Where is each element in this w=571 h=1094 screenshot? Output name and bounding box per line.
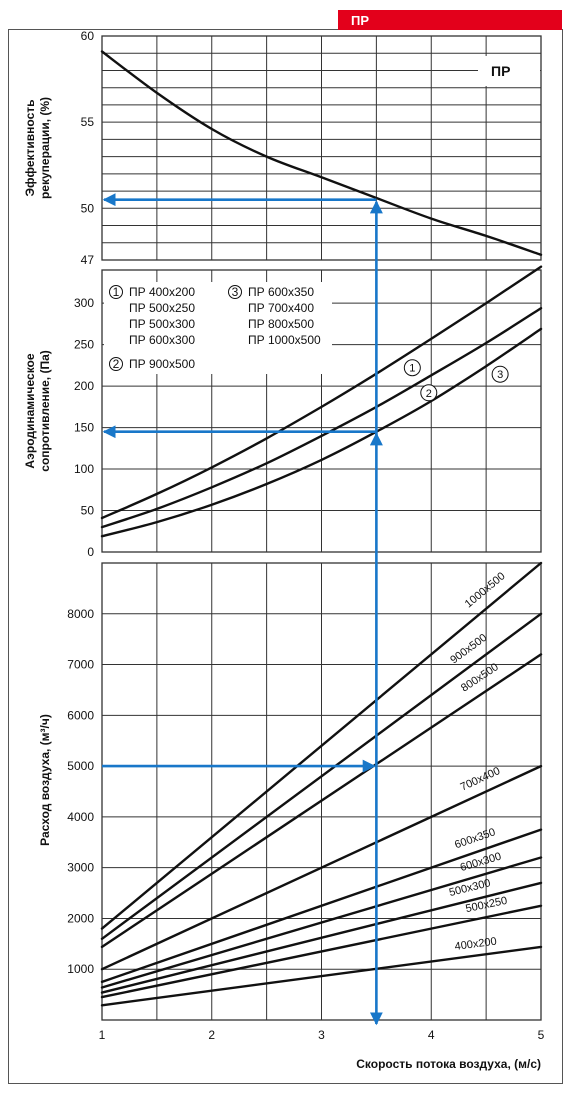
efficiency-y-tick: 55: [81, 115, 95, 129]
efficiency-title: ПР: [491, 63, 510, 79]
efficiency-curve: [100, 50, 543, 256]
airflow-line-900x500: [100, 612, 543, 940]
curve-marker-1-text: 1: [409, 363, 415, 375]
legend-marker-3-text: 3: [232, 285, 239, 299]
curve-marker-1: [403, 359, 421, 377]
pressure-y-tick: 50: [81, 504, 95, 518]
airflow-y-tick: 6000: [67, 708, 94, 722]
pressure-y-tick: 150: [74, 421, 94, 435]
airflow-line-500x250: [100, 904, 543, 999]
curve-marker-2-text: 2: [426, 388, 432, 400]
x-tick: 1: [99, 1028, 106, 1042]
airflow-y-tick: 8000: [67, 607, 94, 621]
legend-item: ПР 600x350: [248, 285, 314, 299]
legend-marker-2-text: 2: [113, 357, 120, 371]
legend-marker-3: [228, 285, 242, 299]
legend-item: ПР 500x300: [129, 317, 195, 331]
airflow-line-400x200: [100, 945, 543, 1007]
pressure-legend-bg: [104, 282, 332, 374]
airflow-ylabel: Расход воздуха, (м³/ч): [38, 714, 52, 846]
tick-labels: 60 55 50 47 300 250 200 150 100 50 0 8000 7000 6000 50…: [67, 29, 544, 1042]
header-badge: [338, 10, 562, 30]
airflow-y-tick: 4000: [67, 810, 94, 824]
efficiency-ylabel-line2: рекуперации, (%): [38, 97, 52, 199]
legend-item: ПР 1000x500: [248, 333, 321, 347]
pressure-y-tick: 300: [74, 296, 94, 310]
efficiency-y-tick: 60: [81, 29, 95, 43]
pressure-y-tick: 250: [74, 338, 94, 352]
legend-marker-2: [109, 357, 123, 371]
pressure-ylabel-line1: Аэродинамическое: [23, 353, 37, 468]
efficiency-y-tick: 50: [81, 201, 95, 215]
curve-marker-3: [491, 365, 509, 383]
figure-frame: [8, 29, 563, 1084]
efficiency-title-box: [478, 56, 540, 86]
pressure-y-tick: 100: [74, 462, 94, 476]
pressure-y-tick: 200: [74, 379, 94, 393]
airflow-y-tick: 1000: [67, 962, 94, 976]
series-label: 400x200: [454, 935, 497, 952]
legend-item: ПР 900x500: [129, 357, 195, 371]
pressure-legend: 1 ПР 400x200 ПР 500x250 ПР 500x300 ПР 60…: [109, 285, 321, 371]
pressure-curve-3: [100, 327, 543, 538]
efficiency-ylabel-line1: Эффективность: [23, 99, 37, 196]
x-tick: 3: [318, 1028, 325, 1042]
legend-marker-1-text: 1: [113, 285, 120, 299]
airflow-line-600x300: [100, 856, 543, 989]
efficiency-y-tick: 47: [81, 253, 95, 267]
guide-arrows: [102, 193, 383, 1026]
pressure-curve-2: [100, 307, 543, 529]
pressure-curve-1: [100, 265, 543, 520]
legend-marker-1: [109, 285, 123, 299]
header-badge-text: ПР: [351, 13, 369, 28]
airflow-y-tick: 3000: [67, 861, 94, 875]
airflow-line-1000x500: [100, 561, 543, 930]
airflow-y-tick: 7000: [67, 658, 94, 672]
x-tick: 5: [538, 1028, 545, 1042]
airflow-line-700x400: [100, 764, 543, 971]
curve-marker-3-text: 3: [497, 369, 503, 381]
pressure-y-tick: 0: [87, 545, 94, 559]
x-tick: 4: [428, 1028, 435, 1042]
pressure-ylabel-line2: сопротивление, (Па): [38, 350, 52, 471]
airflow-y-tick: 2000: [67, 911, 94, 925]
legend-item: ПР 700x400: [248, 301, 314, 315]
airflow-line-600x350: [100, 828, 543, 984]
legend-item: ПР 400x200: [129, 285, 195, 299]
curve-marker-2: [420, 384, 438, 402]
airflow-line-500x300: [100, 881, 543, 994]
legend-item: ПР 500x250: [129, 301, 195, 315]
x-tick: 2: [208, 1028, 215, 1042]
airflow-y-tick: 5000: [67, 759, 94, 773]
x-axis-label: Скорость потока воздуха, (м/с): [356, 1057, 541, 1071]
airflow-line-800x500: [100, 653, 543, 949]
legend-item: ПР 800x500: [248, 317, 314, 331]
legend-item: ПР 600x300: [129, 333, 195, 347]
